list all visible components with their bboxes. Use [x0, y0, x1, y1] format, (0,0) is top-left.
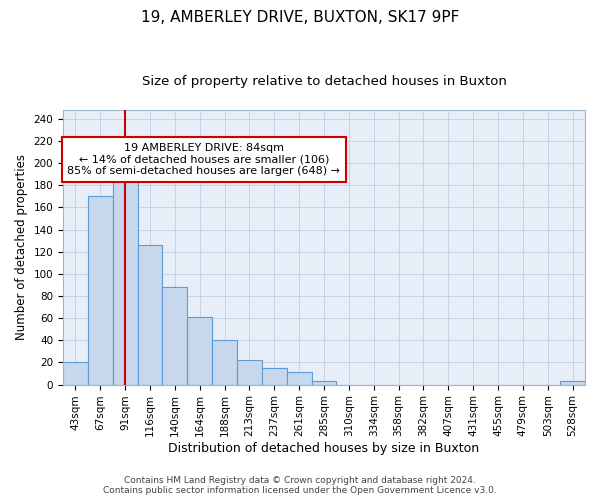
Bar	[187, 317, 212, 384]
Bar	[560, 382, 585, 384]
Bar	[287, 372, 311, 384]
Text: 19 AMBERLEY DRIVE: 84sqm
← 14% of detached houses are smaller (106)
85% of semi-: 19 AMBERLEY DRIVE: 84sqm ← 14% of detach…	[67, 143, 340, 176]
Bar	[163, 287, 187, 384]
Bar	[311, 382, 337, 384]
Bar	[88, 196, 113, 384]
Text: Contains HM Land Registry data © Crown copyright and database right 2024.
Contai: Contains HM Land Registry data © Crown c…	[103, 476, 497, 495]
Bar	[237, 360, 262, 384]
Bar	[262, 368, 287, 384]
Bar	[63, 362, 88, 384]
Text: 19, AMBERLEY DRIVE, BUXTON, SK17 9PF: 19, AMBERLEY DRIVE, BUXTON, SK17 9PF	[141, 10, 459, 25]
Title: Size of property relative to detached houses in Buxton: Size of property relative to detached ho…	[142, 75, 506, 88]
Y-axis label: Number of detached properties: Number of detached properties	[15, 154, 28, 340]
Bar	[137, 245, 163, 384]
Bar	[113, 176, 137, 384]
X-axis label: Distribution of detached houses by size in Buxton: Distribution of detached houses by size …	[169, 442, 479, 455]
Bar	[212, 340, 237, 384]
